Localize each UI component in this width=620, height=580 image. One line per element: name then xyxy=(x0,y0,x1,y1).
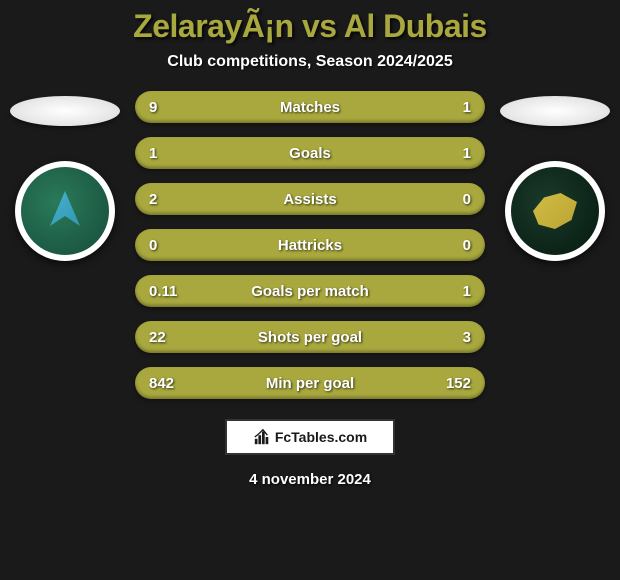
stat-right-value: 0 xyxy=(463,191,471,208)
stat-left-value: 0.11 xyxy=(149,283,177,300)
footer-date: 4 november 2024 xyxy=(249,471,371,488)
team-left-logo-shape xyxy=(40,186,90,236)
stat-row-goals: 1 Goals 1 xyxy=(135,137,485,169)
stat-right-value: 1 xyxy=(463,145,471,162)
stat-row-min-per-goal: 842 Min per goal 152 xyxy=(135,367,485,399)
stat-label: Matches xyxy=(135,99,485,116)
stat-label: Shots per goal xyxy=(135,329,485,346)
page-title: ZelarayÃ¡n vs Al Dubais xyxy=(133,8,487,45)
stat-label: Min per goal xyxy=(135,375,485,392)
stat-left-value: 22 xyxy=(149,329,166,346)
stat-right-value: 152 xyxy=(446,375,471,392)
stat-left-value: 9 xyxy=(149,99,157,116)
stat-left-value: 2 xyxy=(149,191,157,208)
stat-row-hattricks: 0 Hattricks 0 xyxy=(135,229,485,261)
stat-right-value: 0 xyxy=(463,237,471,254)
stat-left-value: 0 xyxy=(149,237,157,254)
stats-column: 9 Matches 1 1 Goals 1 2 Assists 0 0 Hatt… xyxy=(135,91,485,399)
right-ellipse xyxy=(500,96,610,126)
stat-row-goals-per-match: 0.11 Goals per match 1 xyxy=(135,275,485,307)
stat-right-value: 1 xyxy=(463,99,471,116)
main-container: ZelarayÃ¡n vs Al Dubais Club competition… xyxy=(0,0,620,580)
left-ellipse xyxy=(10,96,120,126)
team-left-logo xyxy=(15,161,115,261)
team-right-logo-inner xyxy=(511,167,599,255)
footer-brand-text: FcTables.com xyxy=(275,429,367,445)
stat-row-matches: 9 Matches 1 xyxy=(135,91,485,123)
stat-row-shots-per-goal: 22 Shots per goal 3 xyxy=(135,321,485,353)
stat-right-value: 1 xyxy=(463,283,471,300)
stat-label: Goals xyxy=(135,145,485,162)
stat-row-assists: 2 Assists 0 xyxy=(135,183,485,215)
right-column xyxy=(495,91,615,261)
main-content: 9 Matches 1 1 Goals 1 2 Assists 0 0 Hatt… xyxy=(0,91,620,399)
stat-left-value: 1 xyxy=(149,145,157,162)
team-right-logo xyxy=(505,161,605,261)
page-subtitle: Club competitions, Season 2024/2025 xyxy=(167,53,452,71)
stat-label: Goals per match xyxy=(135,283,485,300)
stat-right-value: 3 xyxy=(463,329,471,346)
left-column xyxy=(5,91,125,261)
footer-brand-box[interactable]: FcTables.com xyxy=(225,419,395,455)
team-left-logo-inner xyxy=(21,167,109,255)
stat-label: Assists xyxy=(135,191,485,208)
stat-left-value: 842 xyxy=(149,375,174,392)
stat-label: Hattricks xyxy=(135,237,485,254)
team-right-logo-shape xyxy=(528,189,583,234)
chart-icon xyxy=(253,428,271,446)
